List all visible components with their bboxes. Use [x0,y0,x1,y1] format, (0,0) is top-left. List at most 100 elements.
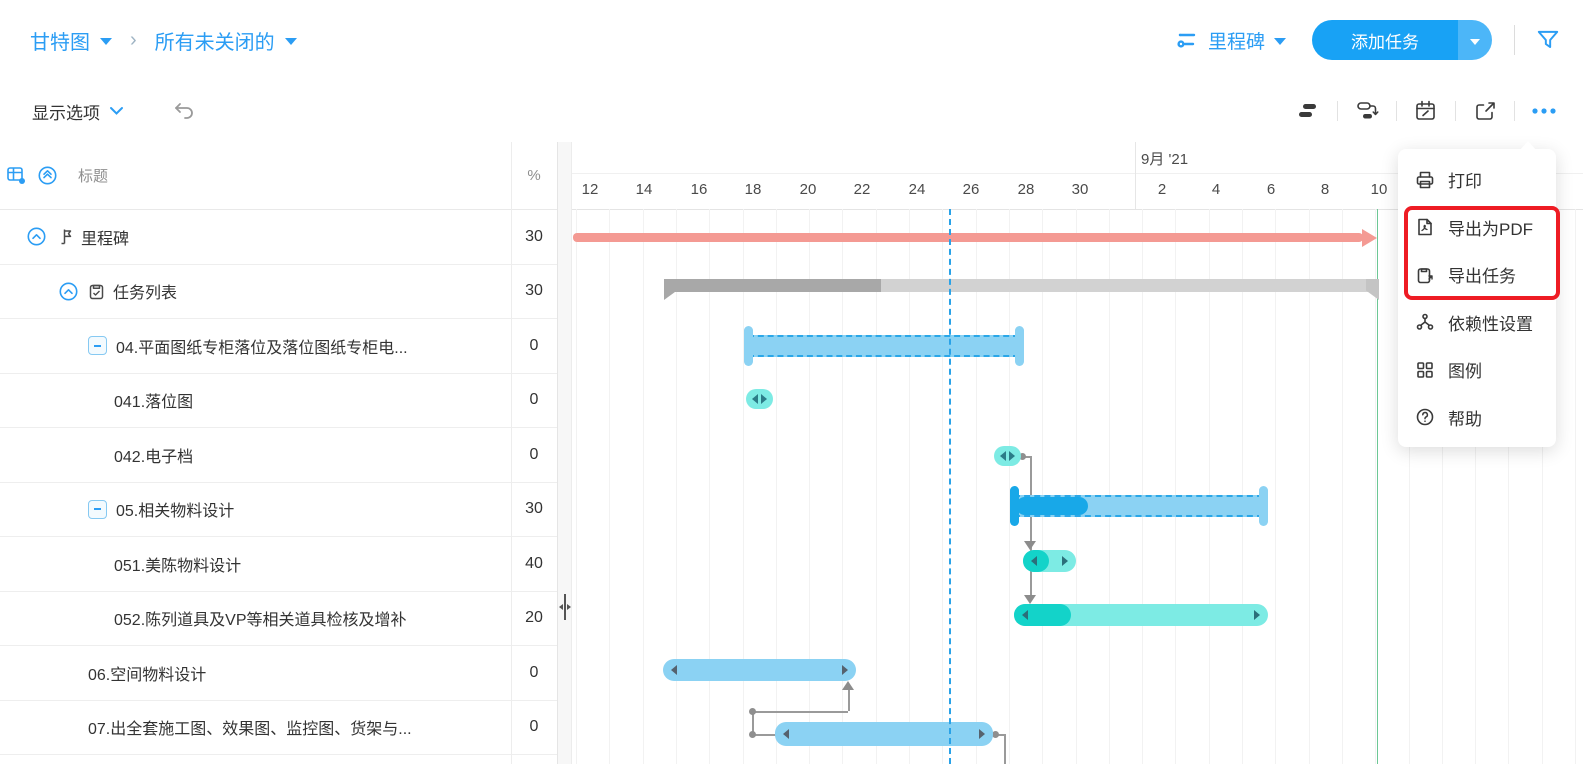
add-task-button[interactable]: 添加任务 [1312,20,1458,60]
task-percent: 0 [529,445,539,463]
gantt-toolbar: 显示选项 [0,80,1583,143]
resize-arrow-icon[interactable] [1031,556,1037,566]
undo-button[interactable] [172,80,196,142]
resize-arrow-icon[interactable] [979,729,985,739]
legend-icon [1415,360,1435,380]
drag-handle[interactable] [1014,326,1024,366]
chevron-down-icon [1274,38,1286,45]
filter-icon[interactable] [1535,27,1561,53]
menu-item-help[interactable]: 帮助 [1398,394,1556,442]
breadcrumb-gantt[interactable]: 甘特图 [30,31,90,54]
menu-item-dependency-settings[interactable]: 依赖性设置 [1398,299,1556,347]
dependency-line [995,734,1004,736]
menu-item-label: 导出任务 [1448,267,1516,287]
task-title: 051.美陈物料设计 [114,557,242,575]
task-bar[interactable] [748,335,1019,357]
gridline [1541,209,1543,764]
gridline [1375,209,1377,764]
table-row[interactable]: 04.平面图纸专柜落位及落位图纸专柜电... 0 [0,319,557,374]
calendar-icon[interactable] [1409,94,1443,128]
resize-arrow-icon[interactable] [783,729,789,739]
menu-item-legend[interactable]: 图例 [1398,346,1556,394]
gridline [675,209,677,764]
move-task-icon[interactable] [1350,94,1384,128]
resize-arrow-icon[interactable] [671,665,677,675]
table-row[interactable]: 任务列表 30 [0,264,557,319]
more-icon[interactable] [1527,94,1561,128]
table-row[interactable]: 05.相关物料设计 30 [0,482,557,537]
dependency-line [1022,456,1030,458]
gantt-bars-icon[interactable] [1291,94,1325,128]
collapse-minus-button[interactable] [88,336,107,356]
summary-arrowhead [1362,228,1377,247]
resize-arrow-icon[interactable] [1062,556,1068,566]
table-row[interactable]: 042.电子档 0 [0,428,557,483]
drag-handle[interactable] [1009,486,1019,526]
task-percent: 40 [525,554,543,572]
milestone-marker[interactable] [745,389,773,409]
task-bar[interactable] [1014,495,1263,517]
column-settings-icon[interactable] [6,165,27,186]
breadcrumb-filter[interactable]: 所有未关闭的 [154,31,275,54]
month-divider [1135,142,1136,209]
view-selector[interactable]: 里程碑 [1175,27,1286,54]
column-percent-header: % [527,167,541,184]
collapse-minus-button[interactable] [88,499,107,519]
dependency-line [752,711,754,734]
summary-end-tab [1366,279,1379,300]
task-title: 042.电子档 [114,448,194,466]
table-row[interactable]: 051.美陈物料设计 40 [0,537,557,592]
gridline [1075,209,1077,764]
table-row[interactable]: 07.出全套施工图、效果图、监控图、货架与... 0 [0,700,557,755]
gridline [1275,209,1277,764]
gridline [609,209,611,764]
task-bar[interactable] [775,722,993,746]
milestone-marker[interactable] [993,446,1021,466]
table-row[interactable]: 052.陈列道具及VP等相关道具检核及增补 20 [0,591,557,646]
dependency-arrow-icon [1024,541,1036,550]
chevron-down-icon[interactable] [100,38,112,45]
day-tick: 24 [908,181,926,198]
resize-arrow-icon[interactable] [842,665,848,675]
task-bar[interactable] [1023,550,1076,572]
marker-arrow-icon [999,451,1006,461]
task-bar[interactable] [663,659,856,681]
fullscreen-icon[interactable] [1468,94,1502,128]
day-tick: 8 [1320,181,1330,198]
resize-arrow-icon[interactable] [1254,610,1260,620]
display-options-button[interactable]: 显示选项 [32,80,124,142]
collapse-row-button[interactable] [58,281,79,302]
header-actions: 里程碑 添加任务 [1175,0,1561,80]
chevron-down-icon[interactable] [284,38,297,45]
task-progress [1016,497,1088,515]
task-bar[interactable] [1014,604,1268,626]
resize-arrow-icon[interactable] [1022,610,1028,620]
menu-item-label: 图例 [1448,362,1482,382]
gridline [1441,209,1443,764]
menu-item-print[interactable]: 打印 [1398,156,1556,204]
splitter-handle-icon[interactable] [559,594,571,620]
table-row[interactable]: 06.空间物料设计 0 [0,646,557,701]
marker-arrow-icon [1008,451,1015,461]
day-tick: 14 [635,181,653,198]
day-tick: 20 [799,181,817,198]
menu-item-export-tasks[interactable]: 导出任务 [1398,251,1556,299]
gridline [1508,209,1510,764]
drag-handle[interactable] [743,326,753,366]
menu-caret [1520,141,1536,150]
collapse-all-button[interactable] [37,165,58,186]
timeline-month-band: 9月 '21 [572,142,1583,174]
drag-handle[interactable] [1258,486,1268,526]
table-row[interactable]: 里程碑 30 [0,210,557,265]
summary-bar-tasklist[interactable] [664,279,1379,292]
table-row[interactable]: 041.落位图 0 [0,373,557,428]
gridline [1308,209,1310,764]
gridline [1475,209,1477,764]
summary-bar-milestone[interactable] [573,233,1363,242]
add-task-dropdown-button[interactable] [1458,20,1492,60]
task-title: 052.陈列道具及VP等相关道具检核及增补 [114,612,407,630]
day-tick: 22 [853,181,871,198]
marker-arrow-icon [751,394,758,404]
menu-item-export-pdf[interactable]: 导出为PDF [1398,204,1556,252]
collapse-row-button[interactable] [26,226,47,247]
